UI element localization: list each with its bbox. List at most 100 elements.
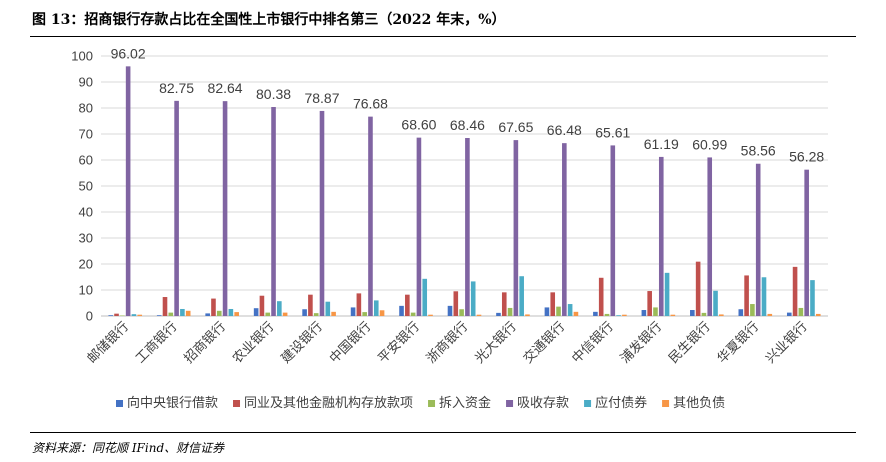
bar (453, 291, 459, 316)
bar (653, 307, 658, 316)
bar (610, 145, 616, 316)
bar (125, 66, 131, 316)
bar (670, 314, 676, 316)
bar (695, 261, 701, 316)
bar (738, 309, 744, 316)
data-label: 76.68 (353, 96, 388, 112)
bar (162, 297, 168, 316)
bar (422, 278, 428, 316)
bar (707, 157, 713, 316)
data-label: 68.46 (450, 117, 485, 133)
legend-item: 同业及其他金融机构存放款项 (244, 395, 413, 411)
bar (331, 311, 336, 316)
bar (604, 313, 610, 316)
bar (719, 314, 724, 316)
bar (356, 293, 362, 316)
bar (319, 110, 325, 316)
bar (362, 312, 367, 316)
bar (761, 277, 767, 316)
bar (658, 156, 664, 316)
bar (767, 313, 773, 316)
y-tick-label: 30 (79, 231, 93, 246)
bar (513, 140, 519, 316)
bar (496, 312, 501, 316)
y-tick-label: 80 (79, 101, 93, 116)
bar (786, 312, 792, 316)
legend-swatch (506, 400, 514, 407)
bar (690, 310, 695, 316)
bar (271, 107, 276, 316)
bar (519, 276, 524, 316)
bar (476, 314, 482, 316)
y-tick-label: 90 (79, 75, 93, 90)
legend-item: 其他负债 (673, 396, 725, 411)
x-tick-label: 工商银行 (133, 319, 180, 366)
bar (410, 312, 416, 316)
x-tick-label: 中信银行 (569, 319, 616, 366)
x-tick-label: 中国银行 (327, 319, 374, 366)
data-label: 66.48 (547, 122, 582, 138)
bar (416, 137, 422, 316)
bar (573, 311, 579, 316)
y-tick-label: 50 (79, 179, 93, 194)
data-label: 80.38 (256, 86, 291, 102)
legend-swatch (662, 400, 670, 407)
data-label: 67.65 (498, 119, 533, 135)
bar (501, 292, 507, 316)
x-tick-label: 平安银行 (375, 319, 422, 366)
bar (131, 314, 137, 316)
bar (302, 309, 307, 316)
bar (792, 266, 798, 316)
x-tick-label: 兴业银行 (763, 319, 810, 366)
data-label: 68.60 (401, 117, 436, 133)
bar (544, 307, 550, 316)
x-tick-label: 华夏银行 (715, 319, 762, 366)
bar (211, 298, 216, 316)
bar (185, 310, 191, 316)
bar (556, 306, 561, 316)
bar (647, 291, 652, 316)
bar (664, 272, 670, 316)
bar (507, 307, 513, 316)
bar (798, 307, 804, 316)
x-tick-label: 农业银行 (230, 319, 277, 366)
bar (350, 307, 356, 316)
data-label: 58.56 (741, 143, 776, 159)
x-tick-label: 光大银行 (472, 319, 519, 366)
x-tick-label: 交通银行 (520, 319, 568, 367)
bar (120, 315, 125, 316)
y-tick-label: 100 (71, 49, 93, 64)
x-tick-label: 浙商银行 (424, 319, 471, 366)
bar (405, 294, 410, 316)
legend-swatch (233, 400, 241, 407)
legend-swatch (584, 400, 592, 407)
bar (325, 301, 331, 316)
bar (156, 315, 162, 316)
bar (368, 116, 373, 316)
bar (308, 294, 313, 316)
bar (755, 163, 761, 316)
data-label: 56.28 (789, 149, 824, 165)
bar (701, 312, 707, 316)
y-tick-label: 60 (79, 153, 93, 168)
bar (550, 292, 556, 316)
x-tick-label: 邮储银行 (85, 319, 132, 366)
bar (216, 310, 222, 316)
bar (259, 295, 265, 316)
bar (815, 313, 821, 316)
legend-item: 向中央银行借款 (127, 395, 218, 411)
bar (525, 314, 530, 316)
bar (114, 313, 119, 316)
data-label: 82.75 (159, 80, 194, 96)
bar (313, 313, 319, 316)
bar (228, 308, 234, 316)
bar (641, 310, 647, 316)
bar (810, 280, 815, 316)
bar (174, 100, 179, 316)
bar (622, 314, 627, 316)
bar (265, 312, 271, 316)
bar (282, 312, 288, 316)
bar (447, 305, 453, 316)
bar (379, 310, 385, 316)
